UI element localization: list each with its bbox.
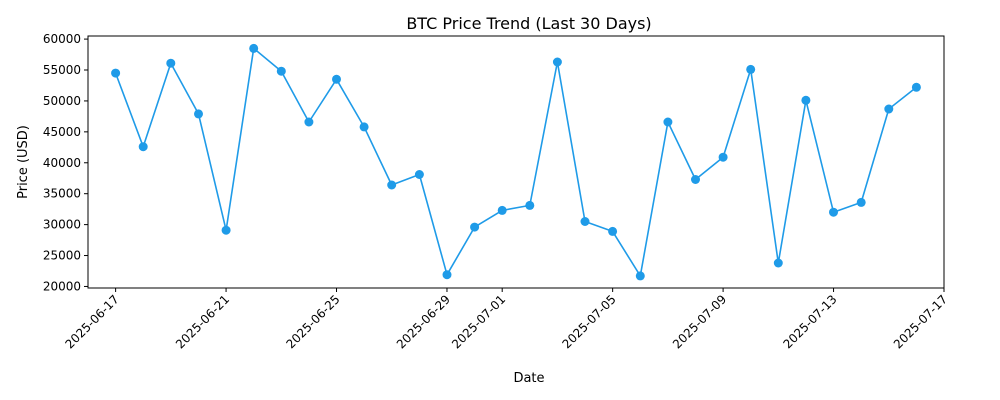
x-tick-label-2025-07-17: 2025-07-17 [891, 292, 950, 351]
data-point-2025-06-19 [166, 58, 176, 68]
data-point-2025-07-03 [552, 57, 562, 67]
data-point-2025-07-12 [801, 95, 811, 105]
data-point-2025-07-09 [718, 152, 728, 162]
y-axis: 20000 25000 30000 35000 40000 45000 50000 55000… [43, 32, 88, 293]
data-point-2025-07-16 [911, 82, 921, 92]
data-point-2025-07-02 [525, 200, 535, 210]
data-point-2025-07-01 [497, 205, 507, 215]
x-tick-label-2025-06-17: 2025-06-17 [63, 292, 122, 351]
chart-title: BTC Price Trend (Last 30 Days) [406, 14, 651, 33]
data-point-2025-07-06 [635, 271, 645, 281]
plot-area [111, 43, 921, 281]
data-point-2025-06-21 [221, 225, 231, 235]
y-tick-label-30000: 30000 [43, 218, 81, 232]
data-point-2025-07-07 [663, 117, 673, 127]
data-point-2025-06-26 [359, 122, 369, 132]
data-point-2025-06-25 [332, 74, 341, 84]
data-point-2025-07-08 [691, 175, 700, 184]
data-point-2025-06-24 [304, 117, 314, 127]
y-tick-label-60000: 60000 [43, 32, 81, 46]
y-tick-label-50000: 50000 [43, 94, 81, 108]
y-tick-label-45000: 45000 [43, 125, 81, 139]
x-axis-label: Date [513, 371, 544, 386]
data-point-2025-07-11 [773, 258, 783, 268]
y-tick-label-55000: 55000 [43, 63, 81, 77]
data-point-2025-06-22 [249, 43, 259, 53]
y-tick-label-20000: 20000 [43, 279, 81, 293]
y-tick-label-40000: 40000 [43, 156, 81, 170]
data-point-2025-07-10 [746, 64, 756, 74]
y-axis-label: Price (USD) [16, 125, 31, 199]
x-tick-label-2025-06-29: 2025-06-29 [394, 292, 453, 351]
x-tick-label-2025-07-09: 2025-07-09 [670, 292, 729, 351]
price-series-line [114, 47, 917, 277]
plot-frame [87, 35, 945, 289]
x-tick-label-2025-07-01: 2025-07-01 [449, 292, 508, 351]
data-point-2025-07-14 [856, 197, 866, 207]
data-point-2025-06-28 [414, 170, 424, 179]
data-point-2025-07-15 [884, 104, 894, 114]
x-tick-label-2025-06-25: 2025-06-25 [283, 292, 342, 351]
data-point-2025-06-29 [442, 270, 452, 280]
y-tick-label-25000: 25000 [43, 249, 81, 263]
data-point-2025-07-05 [608, 226, 618, 236]
data-point-2025-06-18 [138, 142, 148, 152]
x-tick-label-2025-06-21: 2025-06-21 [173, 292, 232, 351]
data-point-2025-06-23 [276, 66, 286, 76]
data-point-2025-06-30 [470, 222, 480, 232]
data-point-2025-07-13 [829, 207, 838, 217]
data-point-2025-06-20 [194, 109, 203, 119]
x-tick-label-2025-07-13: 2025-07-13 [780, 292, 839, 351]
x-axis: 2025-06-17 2025-06-21 2025-06-25 2025-06-29… [63, 288, 950, 351]
y-tick-label-35000: 35000 [43, 187, 81, 201]
data-point-2025-06-27 [387, 180, 397, 190]
data-point-2025-06-17 [111, 68, 121, 78]
x-tick-label-2025-07-05: 2025-07-05 [560, 292, 619, 351]
data-point-2025-07-04 [580, 217, 590, 226]
